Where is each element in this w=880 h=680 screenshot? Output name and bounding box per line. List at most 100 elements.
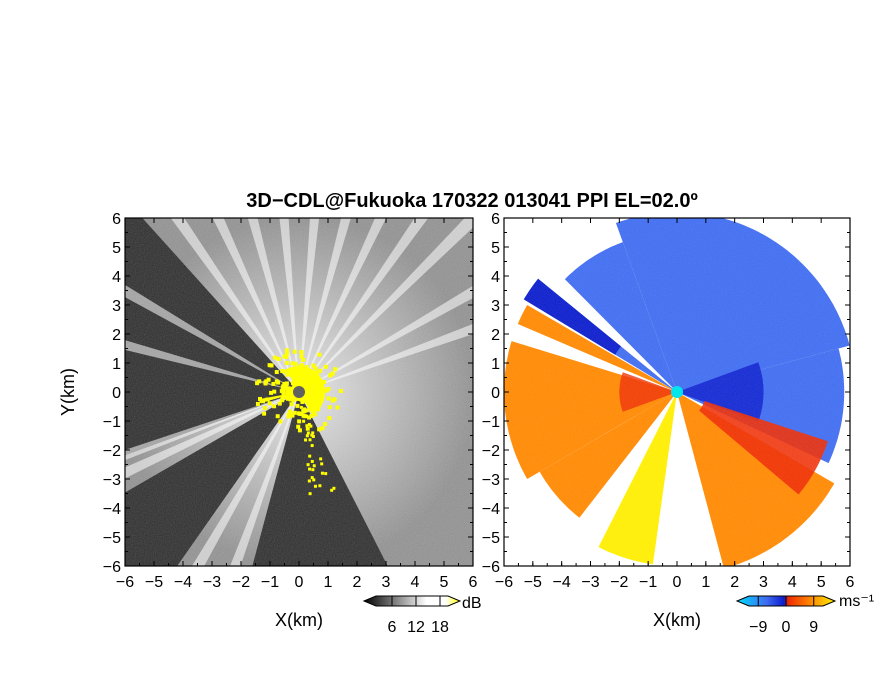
velocity-xtick-label: −3 xyxy=(581,574,599,591)
snr-saturated-pixel xyxy=(326,386,331,391)
snr-saturated-pixel xyxy=(282,386,287,391)
snr-saturated-pixel xyxy=(275,414,280,419)
snr-saturated-pixel xyxy=(255,401,260,406)
snr-saturated-pixel xyxy=(272,404,277,409)
velocity-xtick-label: 0 xyxy=(673,574,682,591)
snr-saturated-pixel xyxy=(311,363,316,368)
velocity-ytick-label: −1 xyxy=(482,414,500,431)
velocity-xtick-label: 5 xyxy=(817,574,826,591)
snr-saturated-pixel xyxy=(291,392,296,397)
chart-title: 3D−CDL@Fukuoka 170322 013041 PPI EL=02.0… xyxy=(246,190,698,212)
velocity-colorbar: ms⁻¹ −9 0 9 xyxy=(735,593,874,636)
snr-saturated-pixel xyxy=(297,419,302,424)
velocity-xtick-label: 3 xyxy=(759,574,768,591)
snr-image xyxy=(125,218,473,566)
snr-saturated-pixel xyxy=(308,454,312,458)
snr-saturated-pixel xyxy=(312,412,317,417)
snr-saturated-pixel xyxy=(286,412,291,417)
velocity-xtick-label: −1 xyxy=(639,574,657,591)
snr-saturated-pixel xyxy=(307,415,312,420)
snr-saturated-pixel xyxy=(285,372,290,377)
snr-saturated-pixel xyxy=(317,427,322,432)
snr-saturated-pixel xyxy=(272,389,277,394)
snr-saturated-pixel xyxy=(323,364,328,369)
snr-saturated-pixel xyxy=(257,379,262,384)
velocity-colorbar-tick-label: −9 xyxy=(749,619,767,636)
snr-saturated-core xyxy=(285,365,314,392)
snr-saturated-pixel xyxy=(267,401,272,406)
snr-saturated-pixel xyxy=(299,350,304,355)
snr-saturated-pixel xyxy=(304,438,308,442)
velocity-ytick-label: 5 xyxy=(491,240,500,257)
snr-saturated-pixel xyxy=(318,368,323,373)
snr-saturated-pixel xyxy=(319,457,323,461)
snr-saturated-pixel xyxy=(262,411,267,416)
snr-saturated-pixel xyxy=(332,486,336,490)
snr-saturated-pixel xyxy=(313,366,318,371)
snr-saturated-pixel xyxy=(311,468,315,472)
velocity-xtick-label: 1 xyxy=(701,574,710,591)
snr-saturated-pixel xyxy=(299,405,303,409)
snr-saturated-pixel xyxy=(290,361,295,366)
snr-colorbar-tick-label: 12 xyxy=(407,619,425,636)
snr-saturated-pixel xyxy=(322,379,327,384)
snr-saturated-pixel xyxy=(305,424,309,428)
snr-saturated-pixel xyxy=(310,476,314,480)
snr-saturated-pixel xyxy=(262,406,267,411)
snr-saturated-pixel xyxy=(301,408,305,412)
velocity-ytick-label: −3 xyxy=(482,472,500,489)
snr-saturated-pixel xyxy=(292,349,297,354)
snr-ytick-label: −5 xyxy=(103,530,121,547)
snr-saturated-pixel xyxy=(302,419,306,423)
snr-ytick-label: 0 xyxy=(112,385,121,402)
velocity-xtick-label: 2 xyxy=(730,574,739,591)
velocity-ytick-label: −2 xyxy=(482,443,500,460)
snr-radar-site xyxy=(293,386,305,398)
snr-ytick-label: 5 xyxy=(112,240,121,257)
snr-saturated-pixel xyxy=(300,412,304,416)
velocity-ytick-label: 3 xyxy=(491,298,500,315)
snr-saturated-pixel xyxy=(313,484,317,488)
snr-ytick-label: 1 xyxy=(112,356,121,373)
snr-saturated-pixel xyxy=(297,428,302,433)
snr-saturated-pixel xyxy=(282,381,287,386)
snr-colorbar-tick-label: 6 xyxy=(388,619,397,636)
snr-saturated-pixel xyxy=(328,373,333,378)
snr-saturated-pixel xyxy=(310,433,314,437)
snr-saturated-pixel xyxy=(263,381,268,386)
snr-saturated-pixel xyxy=(311,434,315,438)
snr-saturated-pixel xyxy=(288,386,293,391)
snr-saturated-pixel xyxy=(333,367,338,372)
snr-xtick-label: 1 xyxy=(324,574,333,591)
snr-xtick-label: 3 xyxy=(382,574,391,591)
snr-saturated-core xyxy=(299,370,326,415)
velocity-xtick-label: −6 xyxy=(495,574,513,591)
snr-ytick-label: −4 xyxy=(103,501,121,518)
velocity-ytick-label: 6 xyxy=(491,211,500,228)
snr-saturated-pixel xyxy=(276,356,281,361)
snr-saturated-pixel xyxy=(308,492,312,496)
x-axis-label-left: X(km) xyxy=(275,610,323,630)
snr-saturated-pixel xyxy=(312,478,316,482)
snr-saturated-pixel xyxy=(317,352,322,357)
snr-panel: −6 −5 −4 −3 −2 −1 0 1 2 3 4 5 6 −6 −5 −4 −3 −2 −1 0 1 2 3 4 5 6 xyxy=(103,211,478,591)
snr-saturated-pixel xyxy=(294,395,299,400)
snr-saturated-pixel xyxy=(326,396,331,401)
snr-saturated-pixel xyxy=(308,467,312,471)
snr-ytick-label: 2 xyxy=(112,327,121,344)
snr-saturated-pixel xyxy=(277,401,282,406)
snr-saturated-pixel xyxy=(305,426,309,430)
snr-saturated-pixel xyxy=(293,361,298,366)
snr-saturated-pixel xyxy=(281,389,286,394)
snr-saturated-pixel xyxy=(309,414,314,419)
snr-saturated-pixel xyxy=(291,381,296,386)
snr-saturated-pixel xyxy=(269,390,274,395)
snr-saturated-pixel xyxy=(307,422,311,426)
velocity-xtick-label: 4 xyxy=(788,574,797,591)
snr-saturated-pixel xyxy=(283,369,288,374)
velocity-ytick-label: 0 xyxy=(491,385,500,402)
snr-saturated-pixel xyxy=(300,399,305,404)
snr-saturated-pixel xyxy=(296,411,301,416)
snr-xtick-label: 6 xyxy=(469,574,478,591)
snr-saturated-pixel xyxy=(303,407,307,411)
